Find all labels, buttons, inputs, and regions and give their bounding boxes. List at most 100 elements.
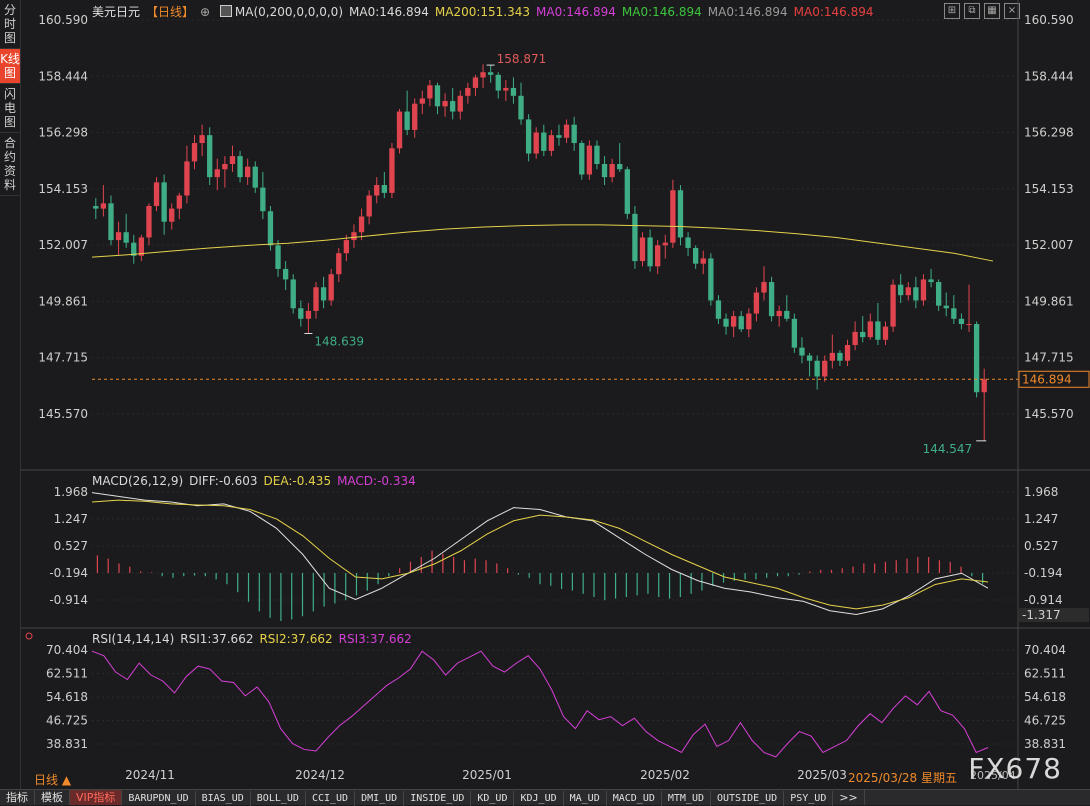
- candle-body: [313, 287, 319, 311]
- candle-body: [799, 347, 805, 356]
- macd-last-box: [1019, 608, 1089, 623]
- candle-body: [556, 135, 562, 138]
- toolbar-icons: ⊞ ⧉ ▦ ×: [940, 2, 1020, 19]
- price-tick-left: 152.007: [38, 238, 88, 252]
- candle-body: [404, 111, 410, 130]
- candle-body: [465, 87, 471, 96]
- ma-config-icon[interactable]: [219, 5, 232, 17]
- candle-body: [199, 135, 205, 144]
- candle-body: [115, 232, 122, 241]
- indicator-tab-4[interactable]: BIAS_UD: [196, 791, 251, 806]
- candle-body: [768, 282, 775, 317]
- candle-body: [913, 287, 919, 301]
- macd-tick-left: -0.914: [49, 593, 88, 607]
- rsi-legend-item-3: RSI3:37.662: [338, 632, 412, 646]
- candle-body: [935, 282, 942, 306]
- price-tick-right: 152.007: [1024, 238, 1074, 252]
- macd-dea-line: [91, 499, 989, 610]
- macd-legend: MACD(26,12,9) DIFF:-0.603 DEA:-0.435 MACD:-…: [92, 474, 422, 488]
- macd-tick-right: 0.527: [1024, 539, 1058, 553]
- candle-body: [746, 313, 752, 330]
- indicator-tab-15[interactable]: PSY_UD: [784, 791, 834, 806]
- restore-icon[interactable]: ⧉: [964, 3, 980, 19]
- low-annotation: 148.639: [314, 334, 364, 348]
- period-switch[interactable]: 日线 ▲: [34, 773, 72, 787]
- indicator-tab-3[interactable]: BARUPDN_UD: [122, 791, 196, 806]
- candle-body: [305, 310, 312, 319]
- fx678-watermark: FX678: [968, 752, 1062, 785]
- price-tick-right: 160.590: [1024, 13, 1074, 27]
- indicator-tabs-bar: 指标 模板 VIP指标 BARUPDN_UD BIAS_UD BOLL_UD CCI_UD D…: [0, 789, 1090, 806]
- add-indicator-icon[interactable]: ⊕: [200, 5, 211, 19]
- last-price-label: 146.894: [1022, 372, 1072, 386]
- ma-legend-item-2: MA200:151.343: [434, 5, 531, 19]
- rsi-marker-icon: [25, 632, 33, 640]
- tile-icon[interactable]: ▦: [984, 3, 1000, 19]
- candle-body: [920, 279, 927, 301]
- indicator-tab-0[interactable]: 指标: [0, 790, 35, 805]
- indicator-tab-7[interactable]: DMI_UD: [355, 791, 405, 806]
- candle-body: [237, 156, 243, 178]
- candle-body: [837, 352, 843, 361]
- macd-tick-left: 0.527: [54, 539, 88, 553]
- indicator-tab-11[interactable]: MA_UD: [564, 791, 607, 806]
- ma-legend-item-3: MA0:146.894: [536, 5, 616, 19]
- indicator-tab-1[interactable]: 模板: [35, 790, 70, 805]
- candle-body: [290, 279, 296, 309]
- candle-body: [715, 300, 722, 319]
- symbol-label: 美元日元: [92, 5, 141, 19]
- indicator-tab-10[interactable]: KDJ_UD: [514, 791, 564, 806]
- sidebar-tab-1[interactable]: K线图: [0, 49, 20, 84]
- sidebar-tab-0[interactable]: 分时图: [0, 0, 20, 49]
- candle-body: [503, 87, 509, 91]
- indicator-tab-12[interactable]: MACD_UD: [607, 791, 662, 806]
- rsi-legend-item-2: RSI2:37.662: [259, 632, 333, 646]
- candle-body: [951, 308, 957, 319]
- macd-tick-right: 1.247: [1024, 512, 1058, 526]
- sidebar-tab-2[interactable]: 闪电图: [0, 84, 20, 133]
- macd-legend-item-1: DIFF:-0.603: [189, 474, 258, 488]
- candle-body: [882, 326, 889, 340]
- indicator-tab-9[interactable]: KD_UD: [471, 791, 515, 806]
- low2-annotation: 144.547: [923, 442, 973, 456]
- rsi-tick-left: 46.725: [46, 713, 88, 727]
- indicator-tab-6[interactable]: CCI_UD: [306, 791, 356, 806]
- candle-body: [123, 232, 129, 243]
- indicator-tab-14[interactable]: OUTSIDE_UD: [711, 791, 785, 806]
- macd-legend-item-0: MACD(26,12,9): [92, 474, 184, 488]
- indicator-tab-13[interactable]: MTM_UD: [662, 791, 711, 806]
- candle-body: [108, 203, 114, 241]
- macd-diff-line: [91, 492, 989, 615]
- rsi-tick-right: 62.511: [1024, 666, 1066, 680]
- candle-body: [184, 161, 190, 196]
- candle-body: [381, 184, 387, 193]
- price-tick-left: 156.298: [38, 126, 88, 140]
- sidebar-tab-3[interactable]: 合约资料: [0, 133, 20, 196]
- candle-body: [586, 145, 593, 175]
- fullscreen-icon[interactable]: ⊞: [944, 3, 960, 19]
- indicator-tab-8[interactable]: INSIDE_UD: [404, 791, 472, 806]
- indicator-tab-16[interactable]: >>: [833, 790, 865, 805]
- candle-body: [366, 195, 372, 217]
- candle-body: [860, 331, 866, 338]
- sidebar: 分时图 K线图 闪电图 合约资料: [0, 0, 21, 790]
- candle-body: [419, 98, 425, 104]
- candle-body: [700, 258, 706, 264]
- candle-body: [753, 292, 760, 314]
- candle-body: [594, 145, 600, 165]
- close-icon[interactable]: ×: [1004, 3, 1020, 19]
- candle-body: [981, 379, 987, 393]
- period-tag[interactable]: 【日线】: [146, 5, 195, 19]
- price-tick-left: 154.153: [38, 182, 88, 196]
- indicator-tab-5[interactable]: BOLL_UD: [251, 791, 306, 806]
- indicator-tab-2[interactable]: VIP指标: [70, 790, 123, 805]
- date-tick: 2025/03: [797, 768, 847, 782]
- candle-body: [328, 274, 334, 301]
- candle-body: [374, 184, 380, 196]
- kline-chart[interactable]: 160.590 160.590 158.444 158.444 156.298 156.2…: [0, 0, 1090, 789]
- candle-body: [450, 101, 456, 112]
- rsi-legend-item-1: RSI1:37.662: [180, 632, 254, 646]
- price-tick-right: 156.298: [1024, 126, 1074, 140]
- rsi-tick-left: 70.404: [46, 643, 88, 657]
- candle-body: [943, 305, 949, 309]
